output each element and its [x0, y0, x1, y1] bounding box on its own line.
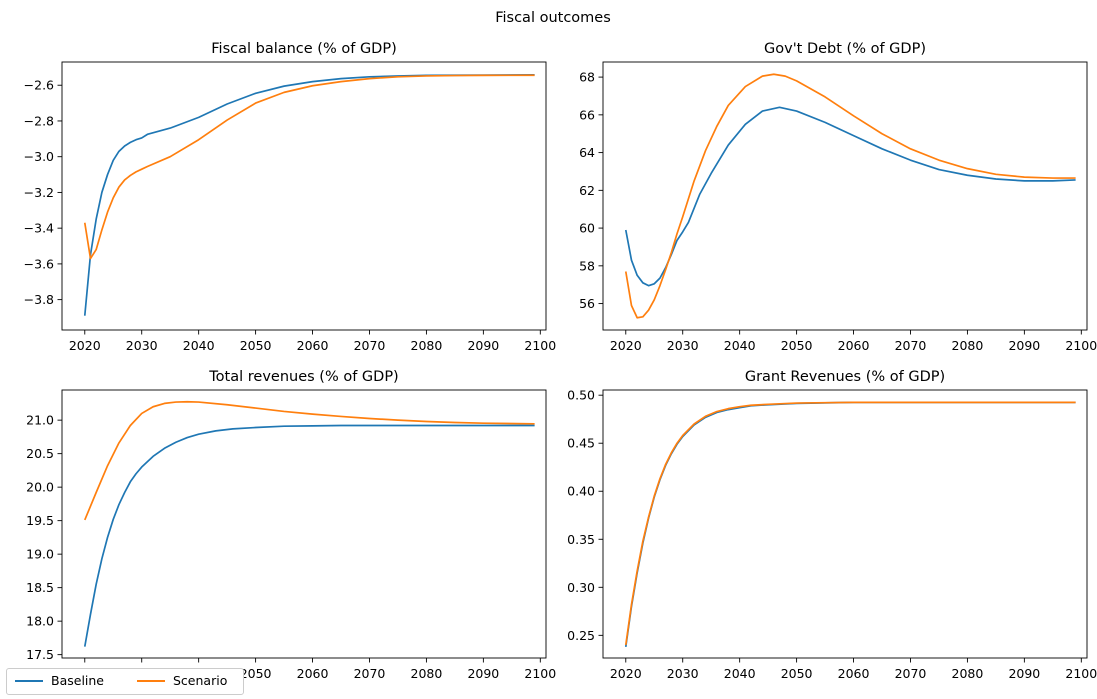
legend-swatch-scenario [137, 679, 165, 682]
legend-item-scenario: Scenario [137, 673, 227, 688]
x-tick-label: 2080 [952, 338, 984, 353]
y-tick-label: 19.0 [26, 547, 54, 562]
subplot-grid: Fiscal balance (% of GDP) 2020 2030 2040 205… [24, 41, 1097, 681]
subplot-title-fiscal-balance: Fiscal balance (% of GDP) [211, 41, 397, 57]
axes-frame-total-revenues [61, 389, 547, 659]
x-tick-label: 2070 [354, 338, 386, 353]
x-tick-label: 2090 [467, 666, 499, 681]
y-tick-label: −3.6 [24, 256, 54, 271]
y-tick-label: 20.5 [26, 446, 54, 461]
legend-label-baseline: Baseline [51, 673, 104, 688]
y-tick-label: 58 [579, 258, 595, 273]
y-tick-label: 21.0 [26, 413, 54, 428]
x-tick-label: 2050 [240, 666, 272, 681]
subplot-title-total-revenues: Total revenues (% of GDP) [208, 369, 398, 385]
y-tick-label: 0.45 [567, 436, 595, 451]
x-tick-label: 2050 [781, 338, 813, 353]
x-tick-label: 2100 [524, 338, 556, 353]
x-tick-label: 2080 [952, 666, 984, 681]
y-tick-label: 0.50 [567, 388, 595, 403]
x-tick-label: 2060 [838, 338, 870, 353]
y-tick-label: −3.2 [24, 185, 54, 200]
legend-item-baseline: Baseline [15, 673, 104, 688]
subplot-total-revenues: Total revenues (% of GDP)202020302040205… [26, 369, 556, 681]
x-tick-label: 2050 [240, 338, 272, 353]
subplot-grant-revenues: Grant Revenues (% of GDP) 2020 2030 2040 205… [567, 369, 1097, 681]
y-tick-label: 0.30 [567, 580, 595, 595]
y-tick-label: 18.0 [26, 614, 54, 629]
y-tick-label: −3.0 [24, 149, 54, 164]
axes-frame-govt-debt [602, 61, 1088, 331]
x-tick-label: 2060 [297, 666, 329, 681]
x-tick-label: 2030 [667, 338, 699, 353]
x-tick-label: 2080 [411, 338, 443, 353]
y-tick-label: 0.40 [567, 484, 595, 499]
y-tick-label: 56 [579, 296, 595, 311]
y-tick-label: −2.8 [24, 113, 54, 128]
axes-frame-grant-revenues [602, 389, 1088, 659]
x-tick-label: 2050 [781, 666, 813, 681]
series-line-baseline-govt-debt [624, 106, 1076, 287]
y-tick-label: 66 [579, 107, 595, 122]
y-tick-label: 60 [579, 221, 595, 236]
x-tick-label: 2040 [724, 666, 756, 681]
subplot-govt-debt: Gov't Debt (% of GDP) 2020 2030 2040 2050 206… [579, 41, 1097, 353]
x-tick-label: 2090 [1008, 666, 1040, 681]
x-tick-label: 2100 [1065, 338, 1097, 353]
x-tick-label: 2040 [724, 338, 756, 353]
series-line-scenario-govt-debt [624, 73, 1076, 319]
series-line-scenario-grant-revenues [624, 401, 1076, 646]
subplot-title-grant-revenues: Grant Revenues (% of GDP) [745, 369, 945, 385]
x-tick-label: 2040 [183, 338, 215, 353]
x-tick-label: 2070 [895, 338, 927, 353]
legend-swatch-baseline [15, 679, 43, 682]
x-tick-label: 2020 [610, 338, 642, 353]
y-tick-label: 68 [579, 70, 595, 85]
x-tick-label: 2030 [667, 666, 699, 681]
x-tick-label: 2030 [126, 338, 158, 353]
subplot-title-govt-debt: Gov't Debt (% of GDP) [764, 41, 926, 57]
series-line-baseline-grant-revenues [624, 401, 1076, 647]
y-tick-label: 18.5 [26, 580, 54, 595]
y-tick-label: −3.4 [24, 221, 54, 236]
x-tick-label: 2070 [354, 666, 386, 681]
series-line-scenario-total-revenues [83, 400, 535, 521]
x-tick-label: 2060 [838, 666, 870, 681]
y-tick-label: −2.6 [24, 78, 54, 93]
series-line-baseline-total-revenues [83, 424, 535, 647]
x-tick-label: 2090 [467, 338, 499, 353]
y-tick-label: 17.5 [26, 647, 54, 662]
x-tick-label: 2100 [524, 666, 556, 681]
legend-label-scenario: Scenario [173, 673, 228, 688]
series-line-baseline-fiscal-balance [83, 74, 535, 316]
y-tick-label: −3.8 [24, 292, 54, 307]
x-tick-label: 2090 [1008, 338, 1040, 353]
subplot-fiscal-balance: Fiscal balance (% of GDP) 2020 2030 2040 205… [24, 41, 557, 353]
figure-title: Fiscal outcomes [495, 10, 611, 26]
x-tick-label: 2020 [69, 338, 101, 353]
y-tick-label: 0.35 [567, 532, 595, 547]
legend: Baseline Scenario [6, 668, 244, 695]
x-tick-label: 2020 [610, 666, 642, 681]
x-tick-label: 2100 [1065, 666, 1097, 681]
x-tick-label: 2080 [411, 666, 443, 681]
y-tick-label: 20.0 [26, 480, 54, 495]
axes-frame-fiscal-balance [61, 61, 547, 331]
y-tick-label: 0.25 [567, 628, 595, 643]
series-line-scenario-fiscal-balance [83, 74, 535, 260]
y-tick-label: 64 [579, 145, 595, 160]
x-tick-label: 2060 [297, 338, 329, 353]
y-tick-label: 62 [579, 183, 595, 198]
x-tick-label: 2070 [895, 666, 927, 681]
y-tick-label: 19.5 [26, 513, 54, 528]
